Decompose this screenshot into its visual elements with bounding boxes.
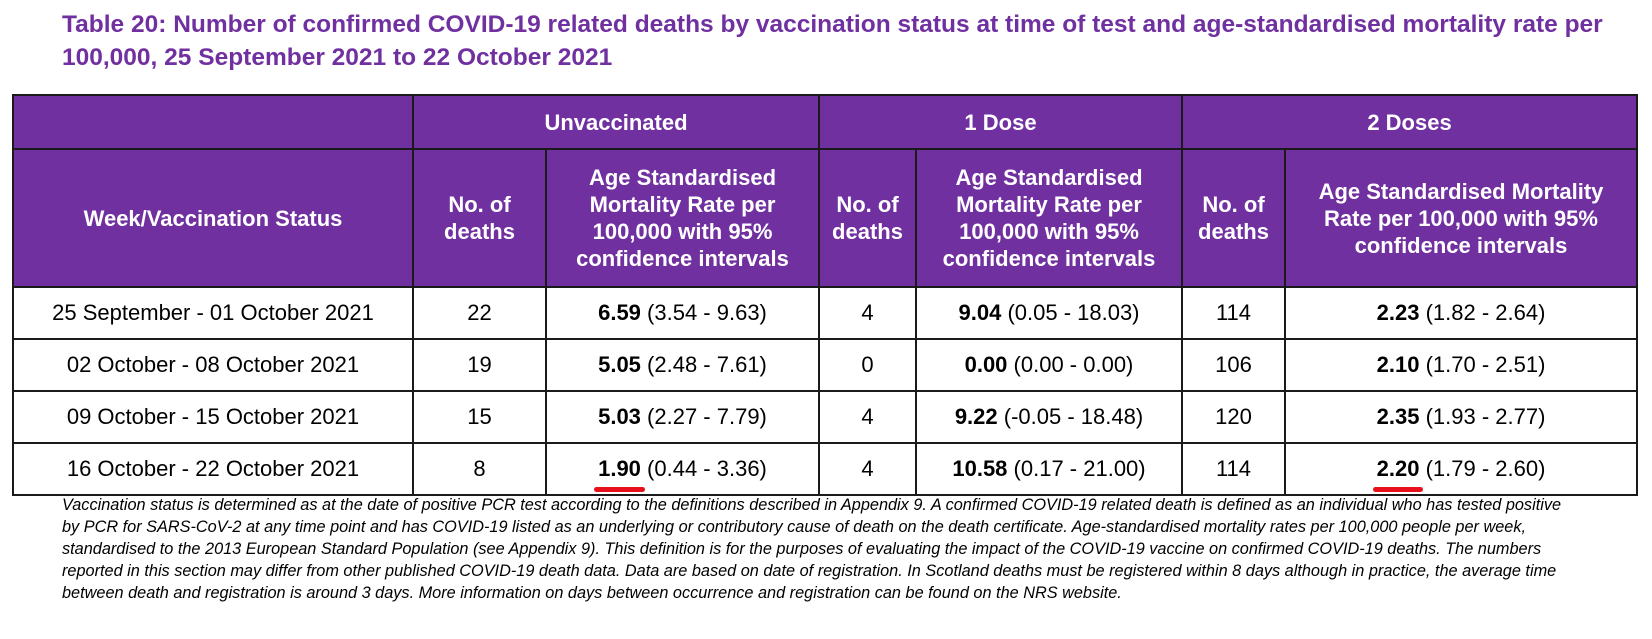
- confidence-interval: (1.70 - 2.51): [1425, 352, 1546, 377]
- unvaccinated-deaths-cell: 8: [412, 442, 547, 496]
- confidence-interval: (0.17 - 21.00): [1013, 456, 1146, 481]
- rate-value: 9.22: [954, 404, 998, 429]
- week-cell: 09 October - 15 October 2021: [12, 390, 414, 444]
- week-cell: 02 October - 08 October 2021: [12, 338, 414, 392]
- confidence-interval: (2.27 - 7.79): [647, 404, 767, 429]
- table-row: 09 October - 15 October 2021 15 5.03 (2.…: [12, 390, 1639, 444]
- group-header-row: Unvaccinated 1 Dose 2 Doses: [12, 94, 1639, 150]
- dose1-rate-cell: 9.04 (0.05 - 18.03): [915, 286, 1183, 340]
- confidence-interval: (2.48 - 7.61): [647, 352, 767, 377]
- group-header-1-dose: 1 Dose: [818, 94, 1183, 150]
- unvaccinated-rate-cell: 1.90 (0.44 - 3.36): [545, 442, 820, 496]
- dose2-deaths-cell: 114: [1181, 286, 1286, 340]
- underlined-rate-value: 1.90: [594, 456, 645, 492]
- week-cell: 25 September - 01 October 2021: [12, 286, 414, 340]
- dose1-rate-cell: 9.22 (-0.05 - 18.48): [915, 390, 1183, 444]
- dose2-rate-header: Age Standardised Mortality Rate per 100,…: [1283, 148, 1639, 288]
- dose2-deaths-cell: 114: [1181, 442, 1286, 496]
- dose1-rate-cell: 10.58 (0.17 - 21.00): [915, 442, 1183, 496]
- confidence-interval: (0.05 - 18.03): [1007, 300, 1140, 325]
- dose1-deaths-header: No. of deaths: [818, 148, 917, 288]
- confidence-interval: (1.79 - 2.60): [1425, 456, 1546, 481]
- table-title: Table 20: Number of confirmed COVID-19 r…: [62, 11, 1603, 71]
- dose2-rate-cell: 2.23 (1.82 - 2.64): [1283, 286, 1639, 340]
- unvaccinated-deaths-cell: 15: [412, 390, 547, 444]
- dose2-rate-cell: 2.20 (1.79 - 2.60): [1283, 442, 1639, 496]
- dose2-rate-cell: 2.10 (1.70 - 2.51): [1283, 338, 1639, 392]
- dose1-rate-header: Age Standardised Mortality Rate per 100,…: [915, 148, 1183, 288]
- confidence-interval: (0.44 - 3.36): [647, 456, 767, 481]
- table-row: 25 September - 01 October 2021 22 6.59 (…: [12, 286, 1639, 340]
- dose2-deaths-cell: 120: [1181, 390, 1286, 444]
- rate-value: 2.35: [1376, 404, 1420, 429]
- group-header-unvaccinated: Unvaccinated: [412, 94, 820, 150]
- column-header-row: Week/Vaccination Status No. of deaths Ag…: [12, 148, 1639, 288]
- blank-header-cell: [12, 94, 414, 150]
- confidence-interval: (-0.05 - 18.48): [1003, 404, 1144, 429]
- rate-value: 2.23: [1376, 300, 1420, 325]
- underlined-rate-value: 2.20: [1372, 456, 1424, 492]
- dose1-deaths-cell: 4: [818, 390, 917, 444]
- dose2-deaths-cell: 106: [1181, 338, 1286, 392]
- table-row: 02 October - 08 October 2021 19 5.05 (2.…: [12, 338, 1639, 392]
- unvaccinated-rate-header: Age Standardised Mortality Rate per 100,…: [545, 148, 820, 288]
- dose1-deaths-cell: 0: [818, 338, 917, 392]
- dose2-deaths-header: No. of deaths: [1181, 148, 1286, 288]
- unvaccinated-deaths-header: No. of deaths: [412, 148, 547, 288]
- unvaccinated-rate-cell: 5.05 (2.48 - 7.61): [545, 338, 820, 392]
- unvaccinated-rate-cell: 6.59 (3.54 - 9.63): [545, 286, 820, 340]
- rate-value: 2.10: [1376, 352, 1420, 377]
- dose1-deaths-cell: 4: [818, 442, 917, 496]
- table-row: 16 October - 22 October 2021 8 1.90 (0.4…: [12, 442, 1639, 496]
- confidence-interval: (1.93 - 2.77): [1425, 404, 1546, 429]
- dose1-rate-cell: 0.00 (0.00 - 0.00): [915, 338, 1183, 392]
- table-footnote: Vaccination status is determined as at t…: [62, 496, 1562, 602]
- week-cell: 16 October - 22 October 2021: [12, 442, 414, 496]
- week-column-header: Week/Vaccination Status: [12, 148, 414, 288]
- dose1-deaths-cell: 4: [818, 286, 917, 340]
- rate-value: 10.58: [952, 456, 1008, 481]
- rate-value: 6.59: [598, 300, 641, 325]
- dose2-rate-cell: 2.35 (1.93 - 2.77): [1283, 390, 1639, 444]
- confidence-interval: (3.54 - 9.63): [647, 300, 767, 325]
- vaccination-deaths-table: Unvaccinated 1 Dose 2 Doses Week/Vaccina…: [12, 94, 1639, 496]
- rate-value: 5.03: [598, 404, 641, 429]
- confidence-interval: (0.00 - 0.00): [1013, 352, 1134, 377]
- unvaccinated-deaths-cell: 22: [412, 286, 547, 340]
- rate-value: 5.05: [598, 352, 641, 377]
- confidence-interval: (1.82 - 2.64): [1425, 300, 1546, 325]
- rate-value: 0.00: [964, 352, 1008, 377]
- rate-value: 9.04: [958, 300, 1002, 325]
- unvaccinated-deaths-cell: 19: [412, 338, 547, 392]
- unvaccinated-rate-cell: 5.03 (2.27 - 7.79): [545, 390, 820, 444]
- group-header-2-doses: 2 Doses: [1180, 94, 1639, 150]
